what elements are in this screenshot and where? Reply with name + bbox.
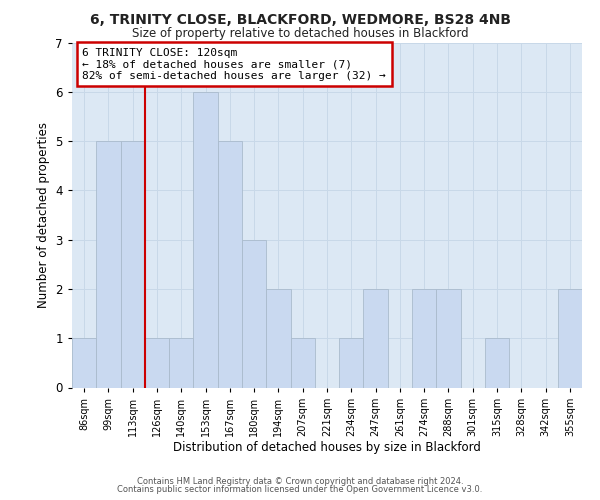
- Bar: [218, 141, 242, 388]
- Bar: [242, 240, 266, 388]
- Bar: [412, 289, 436, 388]
- Text: Size of property relative to detached houses in Blackford: Size of property relative to detached ho…: [131, 28, 469, 40]
- Bar: [485, 338, 509, 388]
- Text: 6, TRINITY CLOSE, BLACKFORD, WEDMORE, BS28 4NB: 6, TRINITY CLOSE, BLACKFORD, WEDMORE, BS…: [89, 12, 511, 26]
- Text: 6 TRINITY CLOSE: 120sqm
← 18% of detached houses are smaller (7)
82% of semi-det: 6 TRINITY CLOSE: 120sqm ← 18% of detache…: [82, 48, 386, 81]
- Text: Contains public sector information licensed under the Open Government Licence v3: Contains public sector information licen…: [118, 485, 482, 494]
- Bar: [121, 141, 145, 388]
- Y-axis label: Number of detached properties: Number of detached properties: [37, 122, 50, 308]
- Bar: [96, 141, 121, 388]
- X-axis label: Distribution of detached houses by size in Blackford: Distribution of detached houses by size …: [173, 442, 481, 454]
- Bar: [169, 338, 193, 388]
- Bar: [72, 338, 96, 388]
- Bar: [193, 92, 218, 388]
- Bar: [436, 289, 461, 388]
- Bar: [266, 289, 290, 388]
- Bar: [364, 289, 388, 388]
- Bar: [339, 338, 364, 388]
- Text: Contains HM Land Registry data © Crown copyright and database right 2024.: Contains HM Land Registry data © Crown c…: [137, 477, 463, 486]
- Bar: [290, 338, 315, 388]
- Bar: [145, 338, 169, 388]
- Bar: [558, 289, 582, 388]
